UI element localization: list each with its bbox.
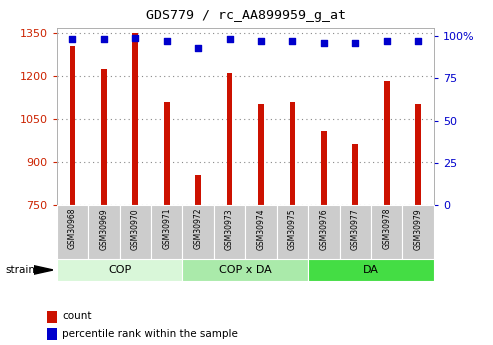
Text: GSM30975: GSM30975 (288, 208, 297, 249)
Point (288, 38, 296, 44)
Bar (195, 175, 201, 205)
Bar (47, 328, 57, 340)
Text: GDS779 / rc_AA899959_g_at: GDS779 / rc_AA899959_g_at (146, 9, 347, 22)
Text: GSM30979: GSM30979 (414, 208, 423, 249)
Bar (308, 259, 434, 281)
Text: GSM30972: GSM30972 (194, 208, 203, 249)
Text: DA: DA (363, 265, 379, 275)
Bar (57, 205, 88, 259)
Text: COP x DA: COP x DA (219, 265, 272, 275)
Text: GSM30973: GSM30973 (225, 208, 234, 249)
Bar (384, 81, 389, 205)
Text: GSM30971: GSM30971 (162, 208, 171, 249)
Bar (214, 205, 245, 259)
Text: GSM30974: GSM30974 (256, 208, 266, 249)
Text: GSM30968: GSM30968 (68, 208, 77, 249)
Bar (277, 205, 308, 259)
Bar (308, 205, 340, 259)
Text: percentile rank within the sample: percentile rank within the sample (62, 329, 238, 338)
Bar (258, 104, 264, 205)
Point (163, 38, 171, 44)
Bar (402, 205, 434, 259)
Point (226, 37, 234, 42)
Bar (321, 131, 327, 205)
Point (414, 38, 422, 44)
Point (194, 45, 202, 51)
Bar (133, 33, 138, 205)
Point (320, 40, 328, 46)
Bar (352, 144, 358, 205)
Bar (227, 73, 232, 205)
Bar (289, 102, 295, 205)
Point (69, 37, 76, 42)
Bar (119, 205, 151, 259)
Point (352, 40, 359, 46)
Text: GSM30969: GSM30969 (99, 208, 108, 249)
Bar (101, 69, 106, 205)
Polygon shape (34, 266, 53, 274)
Bar (151, 205, 182, 259)
Point (131, 35, 139, 40)
Text: count: count (62, 312, 92, 321)
Text: GSM30978: GSM30978 (382, 208, 391, 249)
Point (100, 37, 108, 42)
Text: GSM30977: GSM30977 (351, 208, 360, 249)
Bar (70, 46, 75, 205)
Bar (415, 104, 421, 205)
Bar (340, 205, 371, 259)
Bar (164, 102, 170, 205)
Point (383, 38, 390, 44)
Bar (88, 205, 119, 259)
Bar (182, 259, 308, 281)
Text: COP: COP (108, 265, 131, 275)
Bar (245, 205, 277, 259)
Text: GSM30970: GSM30970 (131, 208, 140, 249)
Bar (371, 205, 402, 259)
Text: strain: strain (5, 265, 35, 275)
Bar (182, 205, 214, 259)
Bar (47, 310, 57, 323)
Point (257, 38, 265, 44)
Bar (57, 259, 182, 281)
Text: GSM30976: GSM30976 (319, 208, 328, 249)
